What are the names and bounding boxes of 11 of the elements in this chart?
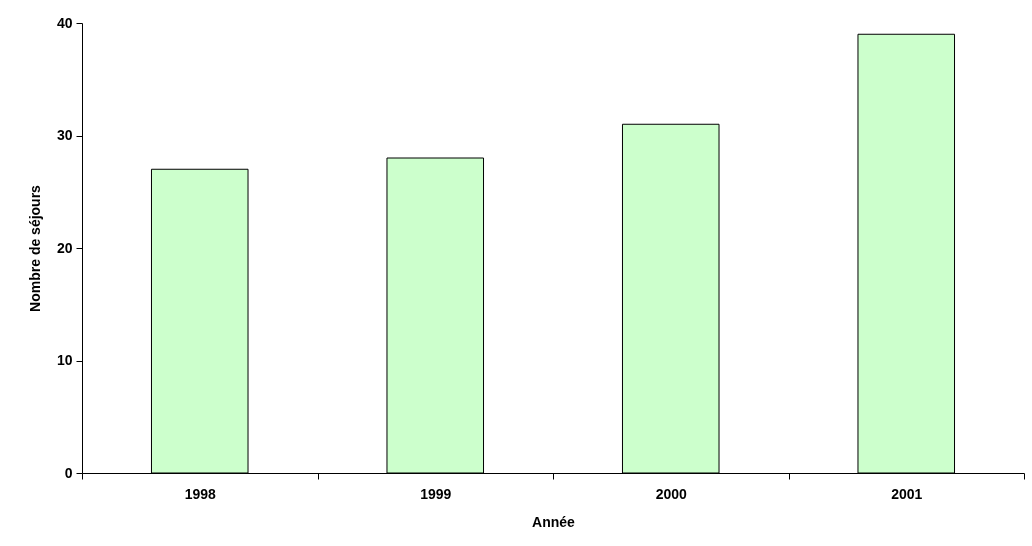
- x-tick-label: 2001: [891, 485, 923, 502]
- y-axis-title: Nombre de séjours: [26, 184, 43, 312]
- y-tick-label: 0: [64, 464, 73, 481]
- y-tick-label: 30: [56, 127, 73, 143]
- y-tick-label: 40: [56, 14, 73, 31]
- x-axis-title: Année: [532, 513, 576, 530]
- x-tick-label: 1999: [420, 485, 452, 502]
- x-tick-label: 2000: [655, 485, 688, 502]
- x-tick-label: 1998: [184, 485, 217, 502]
- y-tick-label: 10: [56, 352, 73, 368]
- y-tick-label: 20: [56, 239, 73, 256]
